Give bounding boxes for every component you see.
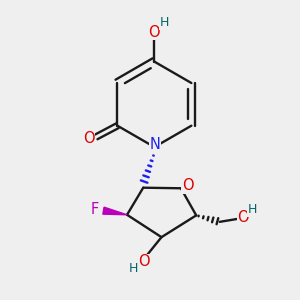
Text: N: N	[150, 136, 160, 152]
Text: O: O	[138, 254, 150, 269]
Text: O: O	[148, 25, 160, 40]
Text: F: F	[91, 202, 99, 217]
Text: O: O	[238, 210, 249, 225]
Text: O: O	[182, 178, 194, 193]
Polygon shape	[103, 207, 127, 215]
Text: H: H	[248, 203, 257, 216]
Text: O: O	[83, 131, 95, 146]
Text: H: H	[129, 262, 139, 275]
Text: H: H	[160, 16, 169, 29]
